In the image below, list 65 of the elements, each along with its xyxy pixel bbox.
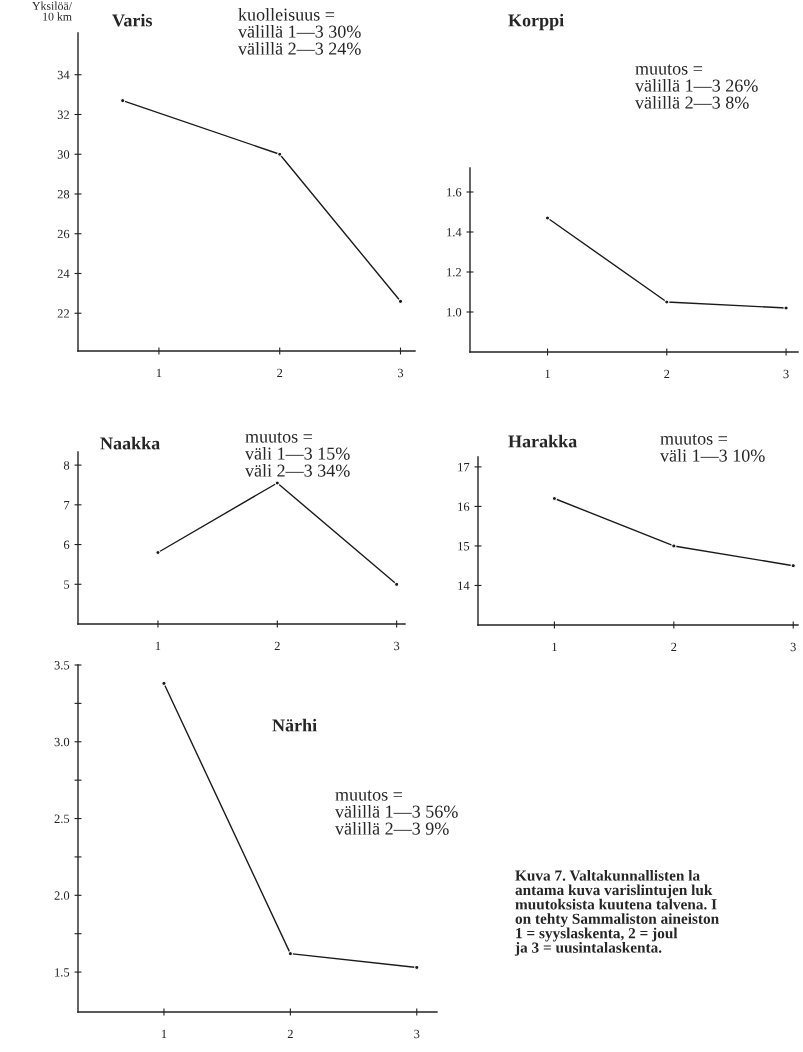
point [394, 581, 400, 587]
x-tick-label: 1 [155, 641, 161, 651]
chart-title: Harakka [508, 434, 577, 448]
point [277, 151, 283, 157]
y-tick-label: 32 [57, 110, 69, 119]
x-tick-label: 1 [545, 369, 550, 379]
point [671, 543, 677, 549]
y-tick-label: 26 [57, 229, 70, 239]
point [274, 480, 280, 486]
annotation: muutos = väli 1—3 10% [660, 434, 765, 462]
x-tick-label: 3 [783, 369, 789, 379]
point [551, 495, 558, 502]
x-tick-label: 3 [414, 1029, 420, 1039]
x-tick-label: 2 [664, 369, 670, 379]
y-tick-label: 24 [57, 269, 70, 278]
chart-title: Varis [112, 13, 153, 27]
x-tick-label: 3 [397, 368, 404, 378]
x-tick-label: 2 [277, 368, 283, 378]
y-tick-label: 34 [57, 70, 70, 80]
x-tick-label: 1 [156, 368, 162, 378]
y-tick-label: 1.6 [447, 188, 462, 197]
annotation: kuolleisuus = välillä 1—3 30% välillä 2—3 24% [238, 8, 361, 55]
x-tick-label: 1 [161, 1029, 167, 1039]
y-tick-label: 17 [458, 462, 470, 472]
y-tick-label: 2.0 [54, 891, 70, 900]
x-tick-label: 1 [552, 642, 557, 652]
point [287, 951, 293, 957]
point [120, 97, 126, 104]
y-tick-label: 22 [57, 309, 69, 318]
x-tick-label: 2 [287, 1029, 293, 1039]
annotation: muutos = väli 1—3 15% väli 2—3 34% [245, 432, 350, 477]
y-tick-label: 15 [458, 542, 470, 551]
y-tick-label: 30 [57, 150, 70, 159]
y-tick-label: 14 [458, 581, 470, 590]
y-tick-label: 1.5 [55, 968, 70, 977]
text: muutos = välillä 1—3 26% välillä 2—3 8% [635, 64, 758, 109]
x-tick-label: 3 [790, 642, 796, 652]
chart-title: Korppi [508, 13, 564, 31]
x-tick-label: 3 [394, 641, 400, 651]
x-tick-label: 2 [274, 641, 280, 651]
point [544, 215, 551, 221]
y-tick-label: 6 [63, 540, 70, 550]
point [783, 305, 789, 311]
point [790, 563, 796, 569]
y-tick-label: 28 [57, 190, 70, 199]
x-tick-label: 2 [671, 642, 677, 652]
text: Kuva 7. Valtakunnallisten la antama kuva varislintujen luk muutoksista kuutena talvena. I on tehty Sammaliston aineiston 1 = syyslaskenta, 2 = joul ja 3 = uusintalaskenta. [514, 870, 719, 956]
y-tick-label: 3.0 [54, 737, 70, 747]
y-axis-title: Yksilöä/ 10 km [32, 1, 72, 21]
y-tick-label: 1.0 [447, 308, 462, 317]
text: Närhi [272, 718, 317, 732]
y-tick-label: 5 [64, 580, 70, 589]
chart-title: Naakka [100, 436, 160, 450]
y-tick-label: 1.4 [447, 228, 462, 237]
y-tick-label: 7 [64, 500, 70, 510]
y-tick-label: 8 [63, 461, 70, 470]
y-tick-label: 1.2 [447, 268, 461, 277]
point [155, 549, 161, 556]
point [397, 298, 404, 304]
y-tick-label: 16 [458, 502, 470, 511]
point [161, 680, 167, 687]
point [664, 299, 670, 305]
annotation: muutos = välillä 1—3 56% välillä 2—3 9% [335, 790, 458, 835]
y-tick-label: 3.5 [54, 661, 70, 670]
y-tick-label: 2.5 [54, 814, 70, 824]
